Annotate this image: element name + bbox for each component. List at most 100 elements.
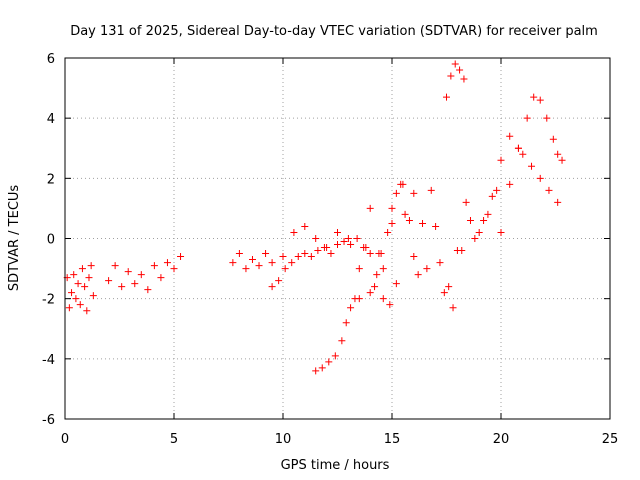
data-point-marker bbox=[268, 283, 276, 291]
y-axis-label: SDTVAR / TECUs bbox=[7, 185, 22, 292]
data-point-marker bbox=[545, 186, 553, 194]
y-tick-label: 2 bbox=[47, 172, 55, 187]
x-tick-label: 15 bbox=[384, 432, 401, 447]
data-point-marker bbox=[294, 253, 302, 261]
data-point-marker bbox=[366, 250, 374, 258]
data-point-marker bbox=[423, 265, 431, 273]
data-point-marker bbox=[347, 241, 355, 249]
data-point-marker bbox=[170, 265, 178, 273]
data-point-marker bbox=[536, 174, 544, 182]
data-point-marker bbox=[456, 66, 464, 74]
y-tick-label: 0 bbox=[47, 233, 55, 248]
y-tick-label: -4 bbox=[42, 353, 55, 368]
data-point-marker bbox=[440, 289, 448, 297]
data-point-marker bbox=[81, 283, 89, 291]
series-segment-descending-tail bbox=[312, 295, 363, 375]
plot-frame bbox=[64, 57, 611, 420]
data-point-marker bbox=[460, 75, 468, 83]
data-point-marker bbox=[279, 253, 287, 261]
data-point-marker bbox=[536, 96, 544, 104]
data-point-marker bbox=[379, 265, 387, 273]
grid-lines bbox=[65, 58, 610, 419]
x-tick-label: 25 bbox=[602, 432, 619, 447]
data-point-marker bbox=[384, 228, 392, 236]
data-point-marker bbox=[144, 286, 152, 294]
data-point-marker bbox=[288, 259, 296, 267]
data-point-marker bbox=[410, 253, 418, 261]
data-point-marker bbox=[388, 219, 396, 227]
data-point-marker bbox=[449, 304, 457, 312]
y-tick-label: -6 bbox=[42, 413, 55, 428]
data-point-marker bbox=[443, 93, 450, 101]
x-tick-label: 10 bbox=[275, 432, 292, 447]
data-point-marker bbox=[87, 262, 95, 270]
data-point-marker bbox=[432, 222, 440, 230]
data-point-marker bbox=[397, 180, 405, 188]
data-point-marker bbox=[347, 304, 355, 312]
data-point-marker bbox=[414, 271, 422, 279]
data-point-marker bbox=[229, 259, 237, 267]
data-point-marker bbox=[530, 93, 538, 101]
data-point-marker bbox=[290, 228, 298, 236]
data-point-marker bbox=[447, 72, 455, 80]
data-point-marker bbox=[405, 216, 413, 224]
data-point-marker bbox=[124, 268, 132, 276]
data-point-marker bbox=[543, 114, 551, 122]
data-point-marker bbox=[301, 250, 309, 258]
data-point-marker bbox=[255, 262, 263, 270]
data-point-marker bbox=[312, 367, 320, 375]
x-tick-label: 5 bbox=[170, 432, 178, 447]
data-point-marker bbox=[235, 250, 243, 258]
series-segment-afternoon-a bbox=[362, 180, 501, 312]
data-point-marker bbox=[466, 216, 474, 224]
data-point-marker bbox=[85, 274, 93, 282]
data-point-marker bbox=[334, 228, 341, 236]
data-point-marker bbox=[137, 271, 145, 279]
data-point-marker bbox=[157, 274, 165, 282]
data-point-marker bbox=[150, 262, 158, 270]
series-segment-late-peak bbox=[497, 93, 566, 236]
data-point-marker bbox=[163, 259, 171, 267]
data-point-marker bbox=[281, 265, 289, 273]
data-point-marker bbox=[506, 132, 514, 140]
data-point-marker bbox=[118, 283, 126, 291]
series-segment-isolated-cluster bbox=[443, 60, 468, 101]
data-point-marker bbox=[375, 250, 383, 258]
data-point-marker bbox=[493, 186, 501, 194]
data-point-marker bbox=[373, 271, 381, 279]
data-points bbox=[63, 60, 566, 375]
data-point-marker bbox=[74, 280, 82, 288]
data-point-marker bbox=[331, 352, 339, 360]
data-point-marker bbox=[410, 189, 418, 197]
data-point-marker bbox=[362, 244, 370, 252]
data-point-marker bbox=[519, 150, 527, 158]
data-point-marker bbox=[105, 277, 113, 285]
axis-ticks: 0 5 10 15 20 25 -6 -4 -2 0 2 4 6 bbox=[42, 52, 618, 447]
data-point-marker bbox=[488, 192, 496, 200]
data-point-marker bbox=[353, 235, 361, 242]
data-point-marker bbox=[471, 235, 479, 242]
data-point-marker bbox=[388, 204, 396, 212]
data-point-marker bbox=[514, 144, 522, 152]
data-point-marker bbox=[419, 219, 427, 227]
x-axis-label: GPS time / hours bbox=[281, 458, 390, 473]
series-segment-day-curve-b bbox=[268, 180, 418, 297]
data-point-marker bbox=[401, 210, 409, 218]
series-segment-mid-morning bbox=[105, 253, 185, 294]
x-tick-label: 20 bbox=[493, 432, 510, 447]
data-point-marker bbox=[314, 247, 322, 255]
data-point-marker bbox=[344, 235, 352, 242]
data-point-marker bbox=[386, 301, 394, 309]
data-point-marker bbox=[307, 253, 315, 261]
data-point-marker bbox=[318, 364, 326, 372]
data-point-marker bbox=[275, 277, 283, 285]
data-point-marker bbox=[506, 180, 514, 188]
data-point-marker bbox=[242, 265, 250, 273]
data-point-marker bbox=[497, 228, 505, 236]
series-segment-day-curve-a bbox=[229, 235, 400, 309]
data-point-marker bbox=[453, 247, 461, 255]
data-point-marker bbox=[301, 222, 309, 230]
data-point-marker bbox=[76, 301, 84, 309]
data-point-marker bbox=[554, 150, 562, 158]
